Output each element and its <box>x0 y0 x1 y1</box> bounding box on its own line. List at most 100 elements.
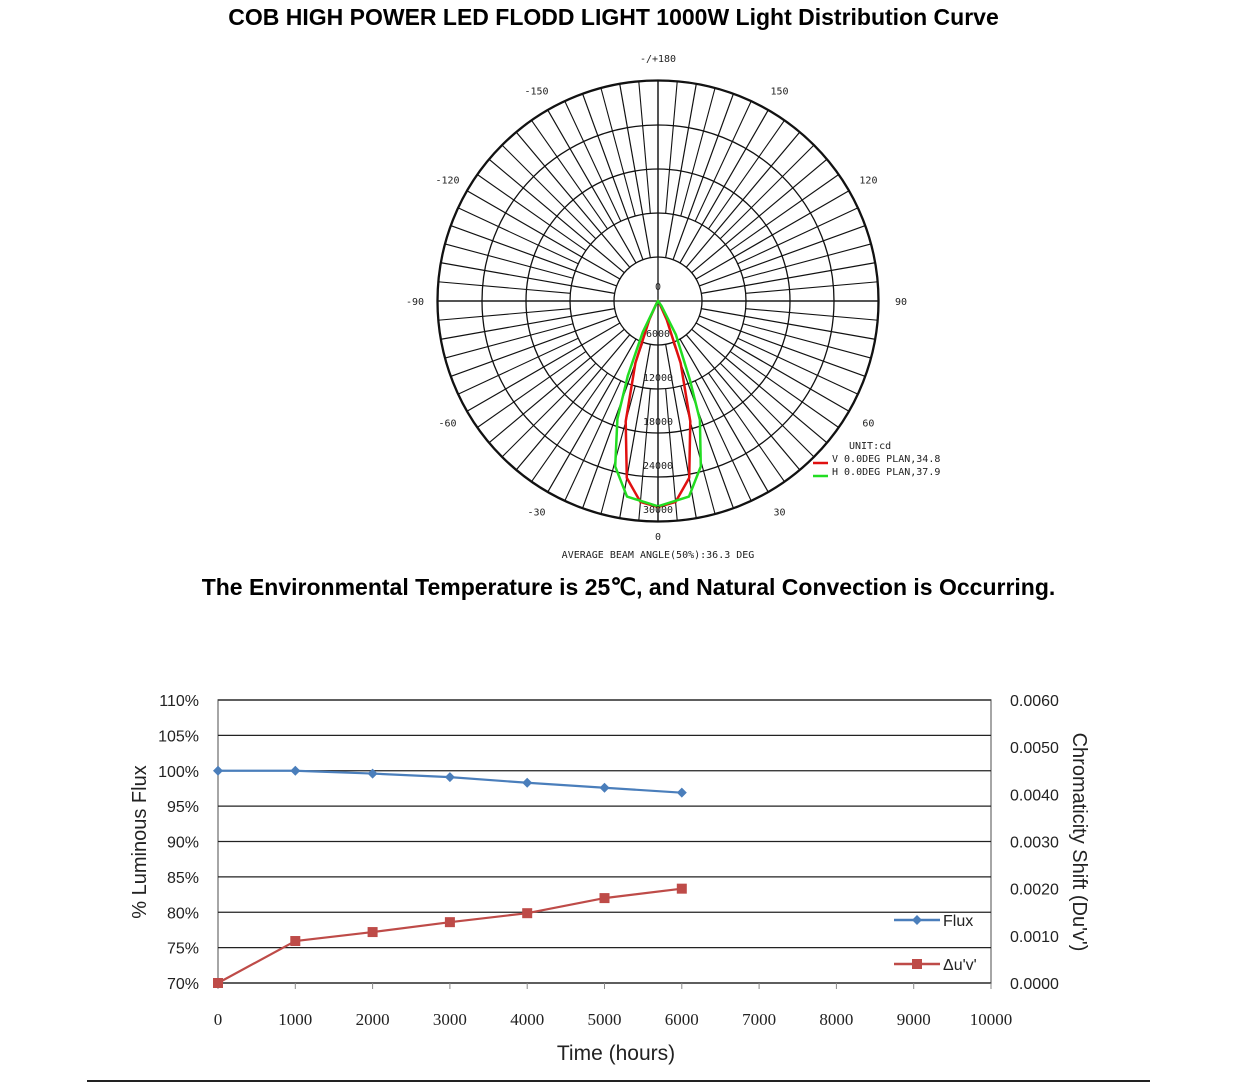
polar-series-h <box>613 299 703 508</box>
polar-spoke <box>672 93 735 260</box>
y-tick-label: 95% <box>167 799 199 816</box>
polar-spoke <box>680 87 716 217</box>
angle-label: 0 <box>655 532 661 543</box>
data-point <box>213 978 223 988</box>
polar-spoke <box>672 342 735 509</box>
y2-tick-label: 0.0050 <box>1010 740 1059 757</box>
polar-spoke <box>665 83 697 258</box>
radial-tick-label: 18000 <box>643 417 673 428</box>
polar-spoke <box>737 207 859 265</box>
polar-spoke <box>699 315 866 378</box>
x-tick-label: 7000 <box>742 1010 776 1029</box>
polar-spoke <box>440 262 615 294</box>
angle-label: 120 <box>859 176 877 187</box>
polar-spoke <box>699 224 866 287</box>
data-point <box>599 893 610 904</box>
x-tick-label: 2000 <box>356 1010 390 1029</box>
polar-spoke <box>680 385 716 515</box>
polar-spoke <box>694 100 752 222</box>
data-point <box>676 787 687 798</box>
x-tick-label: 8000 <box>819 1010 853 1029</box>
y-tick-label: 70% <box>167 976 199 993</box>
polar-spoke <box>466 189 621 280</box>
polar-spoke <box>685 334 801 471</box>
polar-spoke <box>501 362 597 458</box>
y-tick-label: 80% <box>167 905 199 922</box>
y2-tick-label: 0.0020 <box>1010 882 1059 899</box>
data-point <box>444 772 455 783</box>
polar-spoke <box>581 93 644 260</box>
x-tick-label: 3000 <box>433 1010 467 1029</box>
polar-spoke <box>701 308 876 340</box>
series-line-1 <box>217 887 682 984</box>
polar-spoke <box>501 144 597 240</box>
polar-spoke <box>745 281 879 294</box>
polar-spoke <box>444 243 574 279</box>
legend-label: V 0.0DEG PLAN,34.8 <box>832 454 940 465</box>
x-axis-title: Time (hours) <box>557 1042 675 1065</box>
angle-label: -30 <box>527 507 545 518</box>
radial-tick-label: 6000 <box>646 329 670 340</box>
angle-label: 30 <box>773 507 785 518</box>
polar-spoke <box>742 243 872 279</box>
polar-spoke <box>742 323 872 359</box>
x-tick-label: 4000 <box>510 1010 544 1029</box>
polar-spoke <box>691 158 828 274</box>
y2-axis-title: Chromaticity Shift (Du'v') <box>1068 733 1090 952</box>
y-tick-label: 110% <box>159 693 199 710</box>
data-point <box>599 782 610 793</box>
polar-spoke <box>546 109 637 264</box>
angle-label: 60 <box>862 419 874 430</box>
data-point <box>522 777 533 788</box>
polar-spoke <box>440 308 615 340</box>
y-tick-label: 100% <box>158 764 199 781</box>
polar-spoke <box>450 224 617 287</box>
page-title: COB HIGH POWER LED FLODD LIGHT 1000W Lig… <box>228 4 999 30</box>
data-point <box>444 917 455 928</box>
y2-tick-label: 0.0010 <box>1010 929 1059 946</box>
angle-label: -60 <box>439 419 457 430</box>
polar-spoke <box>546 338 637 493</box>
x-tick-label: 10000 <box>970 1010 1013 1029</box>
polar-spoke <box>619 83 651 258</box>
polar-spoke <box>450 315 617 378</box>
polar-spoke <box>729 351 840 429</box>
y2-tick-label: 0.0060 <box>1010 693 1059 710</box>
polar-spoke <box>444 323 574 359</box>
polar-spoke <box>729 173 840 251</box>
polar-spoke <box>515 131 631 268</box>
polar-spoke <box>685 131 801 268</box>
polar-spoke <box>745 308 879 321</box>
angle-label: -/+180 <box>640 54 676 65</box>
polar-spoke <box>457 207 579 265</box>
polar-spoke <box>530 372 608 483</box>
radial-tick-label: 0 <box>655 282 661 293</box>
data-point <box>367 927 378 938</box>
y2-tick-label: 0.0030 <box>1010 835 1059 852</box>
angle-label: -150 <box>524 87 548 98</box>
polar-spoke <box>719 362 815 458</box>
polar-spoke <box>515 334 631 471</box>
angle-label: -90 <box>406 297 424 308</box>
polar-spoke <box>719 144 815 240</box>
polar-spoke <box>679 338 770 493</box>
legend-label: H 0.0DEG PLAN,37.9 <box>832 467 940 478</box>
polar-spoke <box>638 388 651 522</box>
polar-spoke <box>466 322 621 413</box>
polar-spoke <box>564 380 622 502</box>
data-point <box>367 768 378 779</box>
data-point <box>522 908 533 919</box>
radial-tick-label: 30000 <box>643 505 673 516</box>
polar-spoke <box>437 308 571 321</box>
polar-spoke <box>457 337 579 395</box>
x-tick-label: 6000 <box>665 1010 699 1029</box>
y-axis-title: % Luminous Flux <box>129 765 151 918</box>
unit-label: UNIT:cd <box>849 441 891 452</box>
angle-label: 150 <box>770 87 788 98</box>
polar-distribution-chart: -/+180 150 -150 120 -120 90 -90 60 -60 30 -30 0 0 600… <box>406 54 940 561</box>
polar-spoke <box>694 380 752 502</box>
beam-angle-note: AVERAGE BEAM ANGLE(50%):36.3 DEG <box>562 550 755 561</box>
y-tick-label: 85% <box>167 870 199 887</box>
environment-note: The Environmental Temperature is 25℃, an… <box>201 574 1056 600</box>
legend-label: Δu'v' <box>943 957 977 974</box>
